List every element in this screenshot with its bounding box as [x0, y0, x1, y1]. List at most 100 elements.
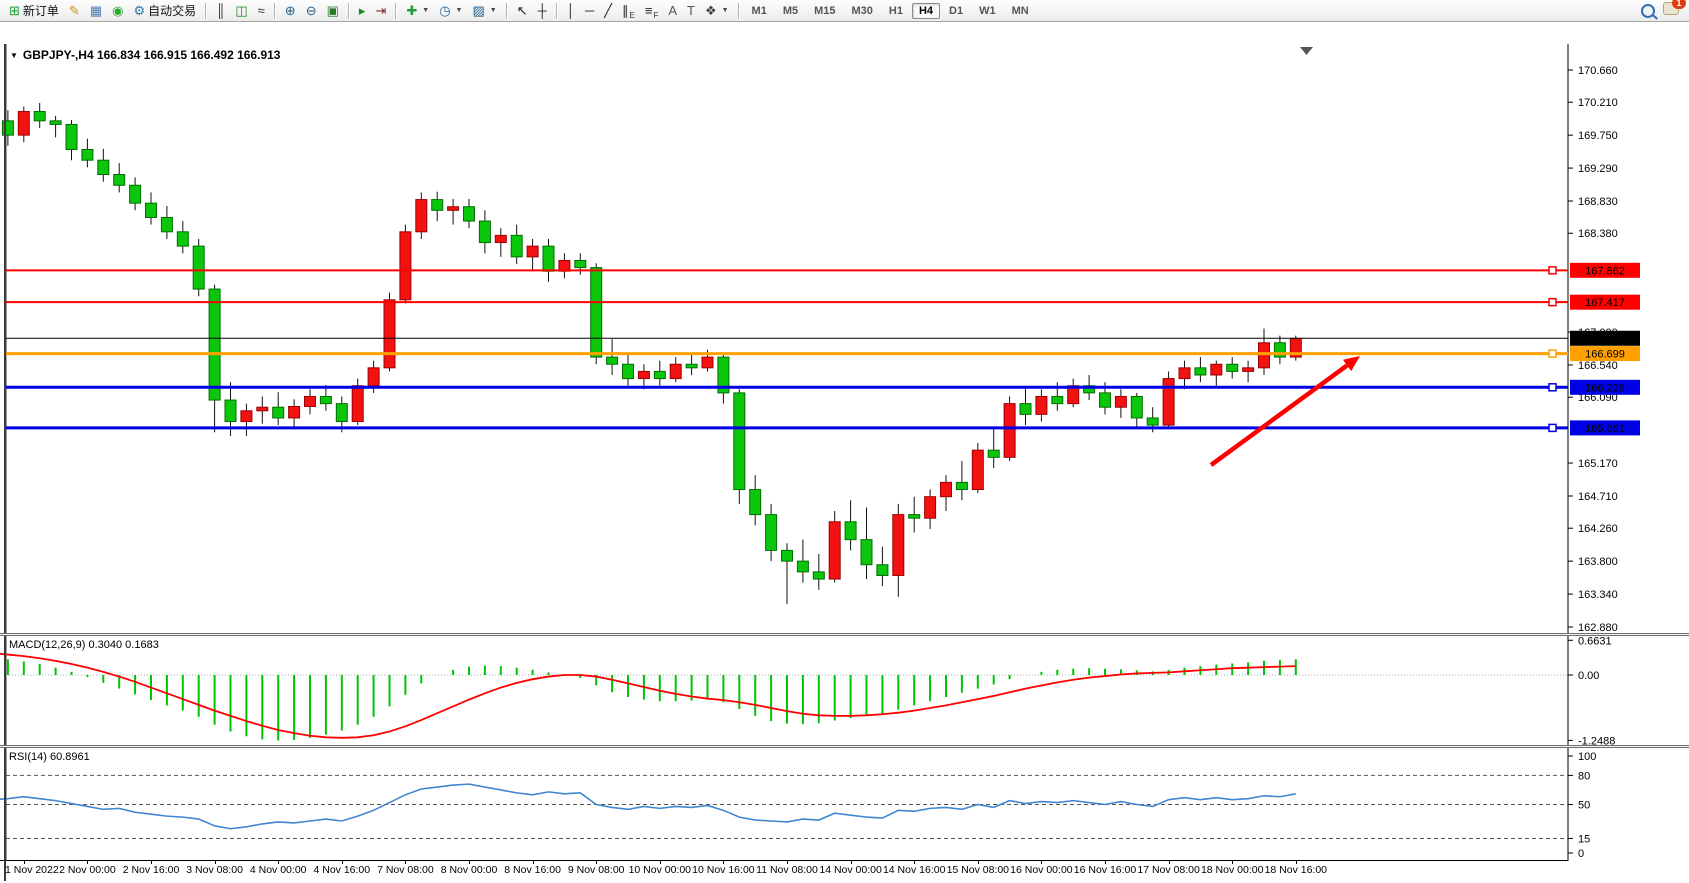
candle-bull	[892, 514, 905, 576]
autotrading-button[interactable]: ⚙ 自动交易	[128, 0, 201, 22]
toolbar-buttons: ⊞ 新订单 ✎ ▦ ◉ ⚙ 自动交易 ║ ◫ ≈ ⊕ ⊖ ▣ ▸ ⇥ ✚ ▼ ◷ ▼ ▨ ▼ ↖ ┼ │ ─ ╱ ∥ E ≡ F A T ❖ ▼ M…	[4, 0, 1641, 22]
search-icon[interactable]	[1641, 3, 1655, 18]
toolbar-separator	[505, 2, 508, 19]
collapse-triangle-icon[interactable]: ▼	[10, 50, 18, 60]
zoom-out-icon: ⊖	[305, 2, 317, 18]
equidistant-channel-button[interactable]: ∥ E	[617, 0, 640, 22]
tile-windows-button[interactable]: ▣	[322, 0, 344, 22]
current-price-line-price-text: 166.913	[1585, 333, 1625, 345]
candle-bear	[733, 392, 746, 491]
indicators-button[interactable]: ✚ ▼	[401, 0, 434, 22]
arrows-button[interactable]: ❖ ▼	[700, 0, 734, 22]
trendline-button[interactable]: ╱	[599, 0, 617, 22]
candlestick-chart-button[interactable]: ◫	[230, 0, 252, 22]
macd-axis-label: 0.00	[1578, 670, 1599, 682]
chart-shift-marker-icon[interactable]	[1300, 47, 1313, 55]
time-axis-label: 8 Nov 00:00	[440, 864, 498, 876]
chart-window[interactable]: ▼ GBPJPY-,H4 166.834 166.915 166.492 166…	[0, 22, 1689, 883]
zoom-out-button[interactable]: ⊖	[301, 0, 322, 22]
chat-button[interactable]: 1	[1663, 0, 1686, 20]
resistance-line-1-price-text: 167.862	[1585, 265, 1625, 277]
toolbar-separator	[347, 2, 350, 19]
horizontal-line-button[interactable]: ─	[580, 0, 599, 22]
candle-bull	[494, 234, 507, 244]
trend-arrow-head[interactable]	[1342, 356, 1360, 372]
styler-icon: ✎	[68, 2, 80, 18]
support-line-2-handle[interactable]	[1548, 423, 1557, 433]
fibonacci-button[interactable]: ≡ F	[640, 0, 663, 22]
icon-subscript: F	[653, 10, 659, 20]
timeframe-h4-button[interactable]: H4	[911, 2, 941, 19]
rsi-axis-label: 0	[1578, 848, 1584, 860]
timeframe-mn-button[interactable]: MN	[1011, 4, 1029, 17]
time-axis-label: 2 Nov 00:00	[59, 864, 116, 876]
vertical-line-button[interactable]: │	[562, 0, 580, 22]
candle-bull	[383, 299, 396, 369]
candle-bull	[1178, 367, 1191, 380]
candle-bull	[940, 481, 952, 498]
timeframe-d1-button[interactable]: D1	[949, 4, 964, 17]
candle-bear	[590, 267, 603, 358]
time-axis: 1 Nov 2022 2 Nov 00:00 2 Nov 16:00 3 Nov 08…	[0, 861, 1689, 883]
pane-divider[interactable]	[0, 745, 1689, 748]
candle-bear	[908, 514, 921, 519]
chart-shift-button[interactable]: ⇥	[370, 0, 391, 22]
candle-bull	[971, 449, 984, 491]
candle-bear	[1146, 417, 1159, 426]
timeframe-m5-button[interactable]: M5	[782, 4, 799, 17]
line-chart-button[interactable]: ≈	[253, 0, 270, 22]
main-price-pane[interactable]: 170.660 170.210 169.750 169.290 168.830 168.3…	[0, 44, 1689, 636]
trendline-icon: ╱	[604, 2, 612, 18]
pane-divider[interactable]	[0, 633, 1689, 636]
timeframe-m1-button[interactable]: M1	[751, 4, 767, 17]
candle-bear	[319, 395, 332, 405]
autotrading-icon: ⚙	[133, 2, 146, 18]
chart-left-border	[4, 44, 6, 881]
text-button[interactable]: A	[663, 0, 682, 22]
resistance-line-1-handle[interactable]	[1548, 266, 1557, 275]
crosshair-button[interactable]: ┼	[533, 0, 552, 22]
candle-bear	[1051, 395, 1064, 405]
candle-bear	[478, 220, 491, 244]
crosshair-icon: ┼	[537, 2, 547, 18]
timeframe-m30-button[interactable]: M30	[851, 4, 873, 17]
candle-bull	[1210, 363, 1223, 376]
periods-button[interactable]: ◷ ▼	[434, 0, 467, 22]
notification-badge: 1	[1672, 0, 1686, 9]
zoom-in-button[interactable]: ⊕	[280, 0, 301, 22]
price-axis-label: 166.540	[1578, 360, 1618, 372]
styler-button[interactable]: ✎	[64, 0, 85, 22]
timeframe-m15-button[interactable]: M15	[814, 4, 836, 17]
new-order-button[interactable]: ⊞ 新订单	[4, 0, 64, 22]
support-line-1-handle[interactable]	[1548, 383, 1557, 392]
timeframe-w1-button[interactable]: W1	[979, 4, 996, 17]
auto-scroll-button[interactable]: ▸	[354, 0, 371, 22]
templates-button[interactable]: ▨ ▼	[467, 0, 501, 22]
current-price-line-price-label	[1570, 330, 1640, 346]
fibonacci-icon: ≡	[644, 2, 653, 18]
orange-level-line-handle[interactable]	[1548, 349, 1557, 358]
time-axis-label: 3 Nov 08:00	[186, 864, 243, 876]
bar-chart-button[interactable]: ║	[211, 0, 230, 22]
price-axis-label: 168.380	[1578, 228, 1618, 240]
chart-window-button[interactable]: ▦	[85, 0, 107, 22]
signals-button[interactable]: ◉	[107, 0, 128, 22]
cursor-button[interactable]: ↖	[512, 0, 533, 22]
trend-arrow-annotation[interactable]	[1209, 363, 1349, 467]
timeframe-h1-button[interactable]: H1	[888, 4, 903, 17]
macd-pane[interactable]: 0.6631 0.00 -1.2488	[0, 636, 1689, 745]
candle-bear	[192, 245, 205, 290]
rsi-pane[interactable]: 100 80 50 15 0	[0, 748, 1689, 861]
candle-bear	[1019, 403, 1032, 415]
candle-bear	[65, 123, 78, 150]
macd-indicator-label: MACD(12,26,9) 0.3040 0.1683	[9, 639, 159, 651]
time-axis-label: 4 Nov 00:00	[249, 864, 307, 876]
text-label-button[interactable]: T	[682, 0, 700, 22]
toolbar-separator	[273, 2, 276, 19]
candle-bull	[240, 410, 253, 423]
time-axis-label: 16 Nov 00:00	[1010, 864, 1073, 876]
time-axis-label: 11 Nov 08:00	[756, 864, 818, 876]
candle-bull	[637, 370, 650, 380]
candle-bear	[622, 363, 634, 380]
resistance-line-2-handle[interactable]	[1548, 297, 1557, 307]
